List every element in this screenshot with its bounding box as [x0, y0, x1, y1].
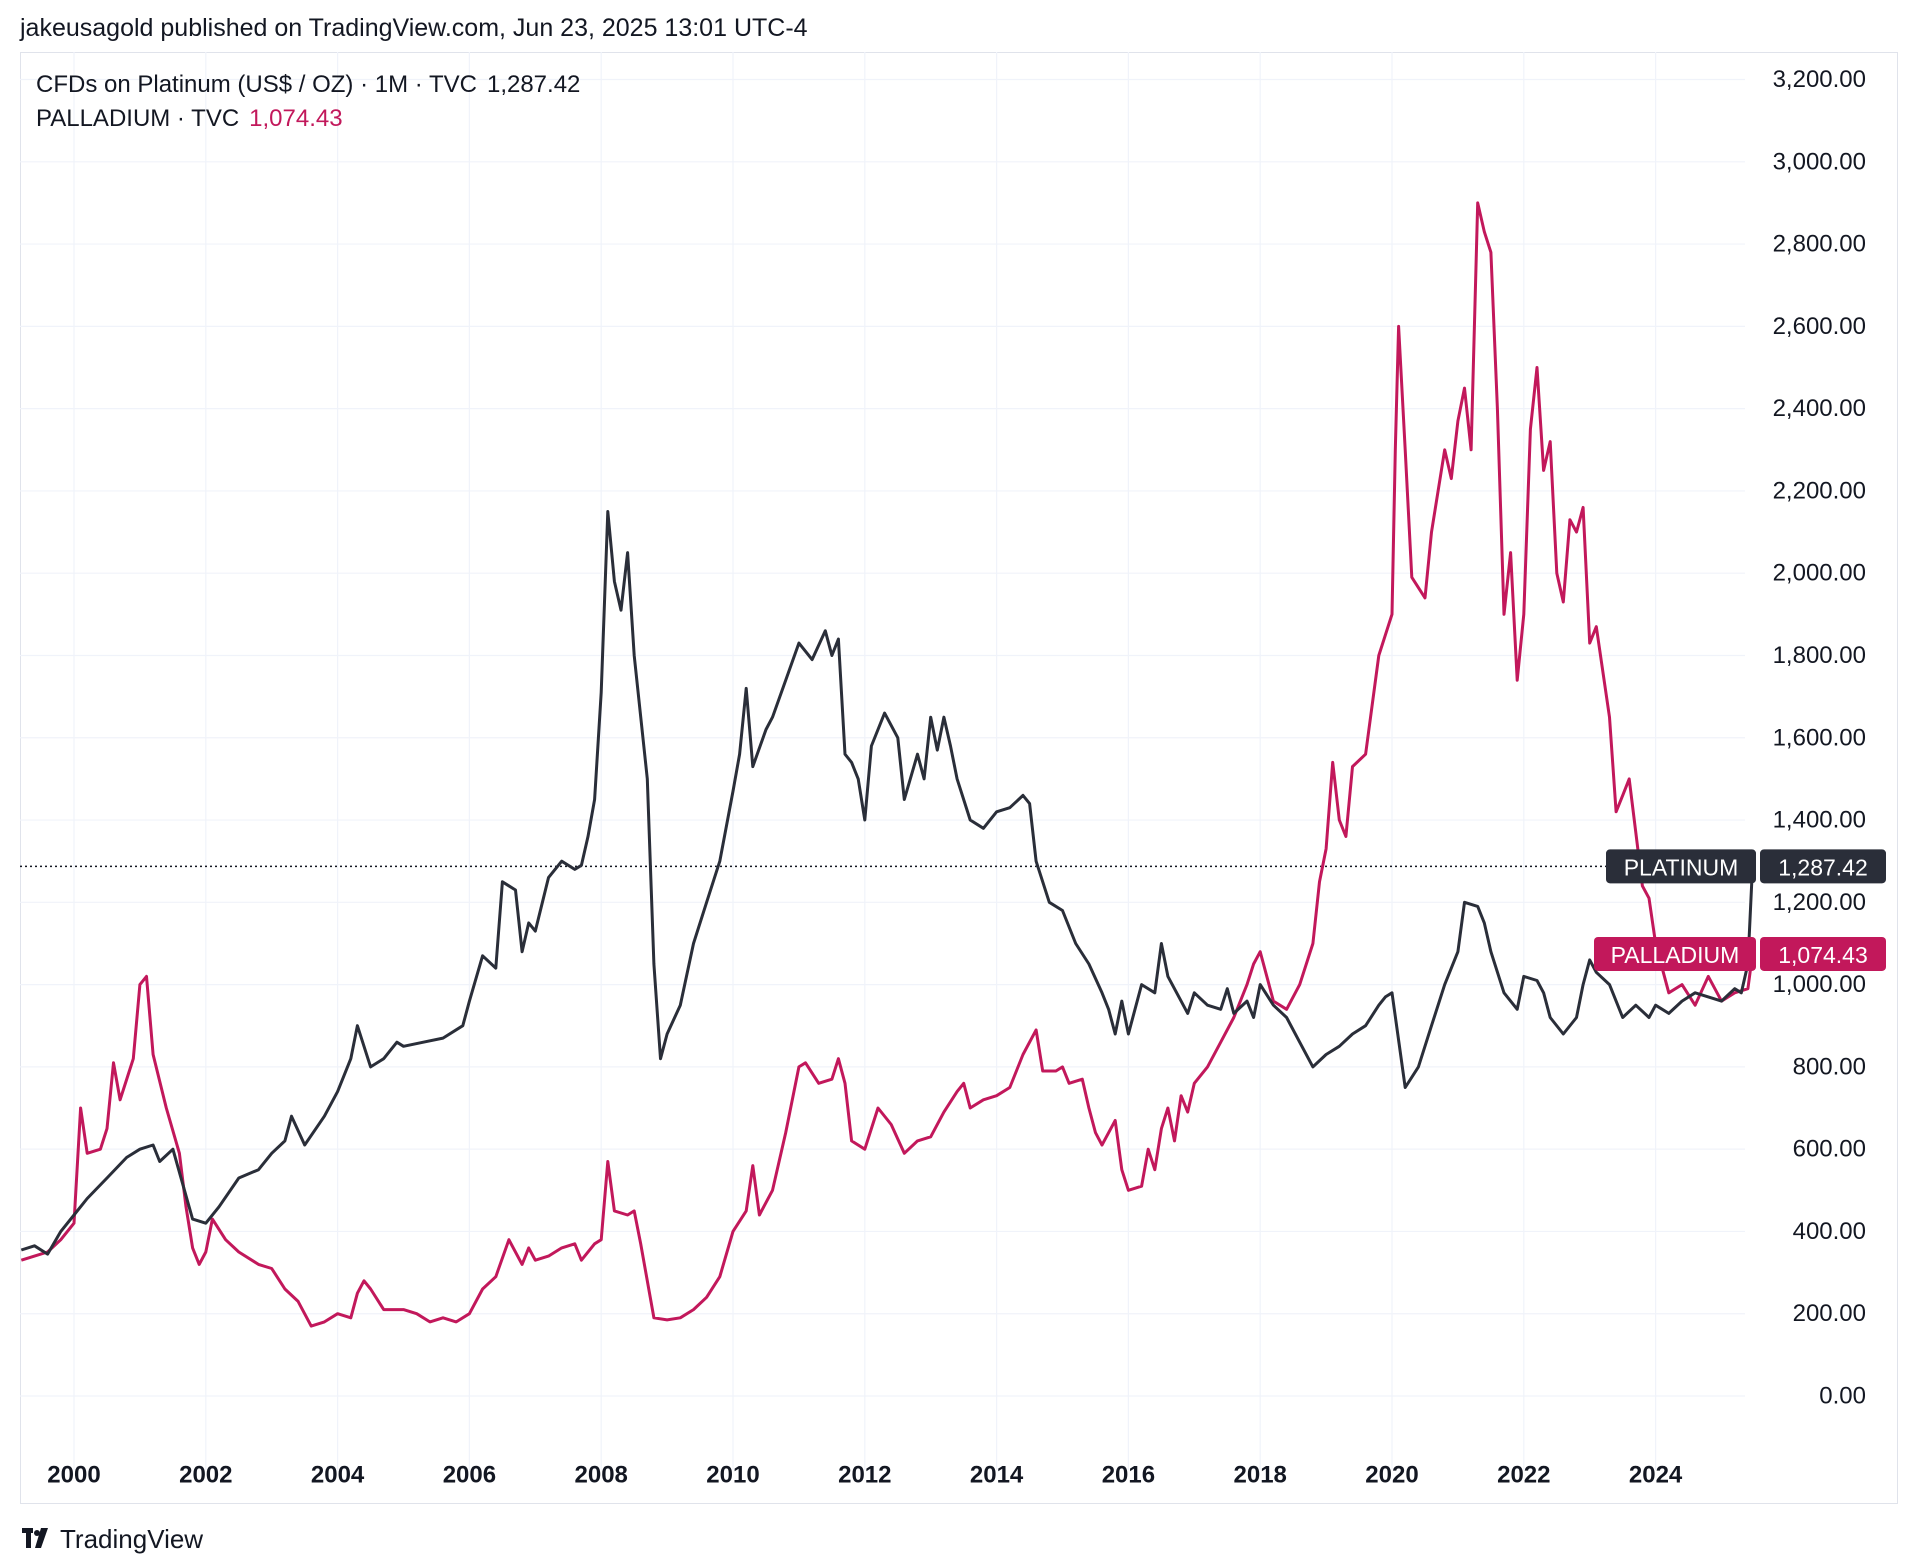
y-tick-label: 2,800.00: [1773, 231, 1866, 258]
y-tick-label: 1,400.00: [1773, 807, 1866, 834]
series-layer: [20, 201, 1754, 1328]
legend-platinum-value: 1,287.42: [486, 71, 581, 98]
x-tick-label: 2014: [970, 1462, 1024, 1489]
tradingview-brand: TradingView: [60, 1524, 204, 1554]
y-tick-label: 1,800.00: [1773, 642, 1866, 669]
y-tick-label: 2,600.00: [1773, 313, 1866, 340]
legend-palladium-label: PALLADIUM · TVC: [36, 105, 240, 132]
platinum-name-box: [1606, 849, 1756, 884]
platinum-series-line[interactable]: [20, 510, 1754, 1256]
x-tick-label: 2006: [443, 1462, 496, 1489]
y-tick-label: 2,200.00: [1773, 477, 1866, 504]
chart-frame: [20, 52, 1898, 1504]
x-tick-label: 2016: [1102, 1462, 1155, 1489]
price-tags: PLATINUM 1,287.42 PALLADIUM 1,074.43: [1594, 849, 1886, 971]
y-tick-label: 200.00: [1793, 1300, 1866, 1327]
y-tick-label: 2,400.00: [1773, 395, 1866, 422]
x-tick-label: 2020: [1365, 1462, 1418, 1489]
y-tick-label: 800.00: [1793, 1053, 1866, 1080]
x-tick-label: 2002: [179, 1462, 232, 1489]
x-tick-label: 2012: [838, 1462, 891, 1489]
y-tick-label: 600.00: [1793, 1136, 1866, 1163]
legend-platinum-label: CFDs on Platinum (US$ / OZ) · 1M · TVC: [36, 71, 477, 98]
palladium-name-box: [1594, 936, 1756, 971]
y-tick-label: 1,600.00: [1773, 724, 1866, 751]
legend-palladium-value: 1,074.43: [249, 105, 343, 132]
y-tick-label: 3,000.00: [1773, 148, 1866, 175]
x-tick-label: 2000: [47, 1462, 100, 1489]
y-tick-label: 400.00: [1793, 1218, 1866, 1245]
y-axis: 0.00 200.00 400.00 600.00 800.00 1,000.00 1,20…: [1773, 66, 1866, 1409]
palladium-value-box: [1760, 936, 1886, 971]
x-tick-label: 2018: [1234, 1462, 1287, 1489]
x-axis: 2000 2002 2004 2006 2008 2010 2012 2014 2016 2018…: [47, 1462, 1683, 1489]
y-tick-label: 2,000.00: [1773, 560, 1866, 587]
platinum-tag-value: 1,287.42: [1778, 854, 1868, 880]
legend-platinum[interactable]: CFDs on Platinum (US$ / OZ) · 1M · TVC 1,…: [36, 71, 580, 99]
x-tick-label: 2024: [1629, 1462, 1683, 1489]
grid-layer: [20, 52, 1745, 1470]
palladium-tag-name: PALLADIUM: [1611, 942, 1740, 968]
platinum-value-box: [1760, 849, 1886, 884]
y-tick-label: 3,200.00: [1773, 66, 1866, 93]
platinum-tag-name: PLATINUM: [1624, 854, 1739, 880]
legend-palladium[interactable]: PALLADIUM · TVC 1,074.43: [36, 105, 343, 133]
x-tick-label: 2010: [706, 1462, 759, 1489]
tradingview-footer[interactable]: TradingView: [22, 1524, 203, 1555]
y-tick-label: 0.00: [1819, 1383, 1866, 1410]
y-tick-label: 1,000.00: [1773, 971, 1866, 998]
x-tick-label: 2022: [1497, 1462, 1550, 1489]
tradingview-logo-icon: [22, 1526, 52, 1554]
x-tick-label: 2008: [575, 1462, 628, 1489]
platinum-price-tag: PLATINUM 1,287.42: [1606, 849, 1886, 884]
published-byline: jakeusagold published on TradingView.com…: [20, 14, 808, 42]
y-tick-label: 1,200.00: [1773, 889, 1866, 916]
palladium-price-tag: PALLADIUM 1,074.43: [1594, 936, 1886, 971]
palladium-series-line[interactable]: [20, 201, 1754, 1328]
x-tick-label: 2004: [311, 1462, 365, 1489]
palladium-tag-value: 1,074.43: [1778, 942, 1868, 968]
